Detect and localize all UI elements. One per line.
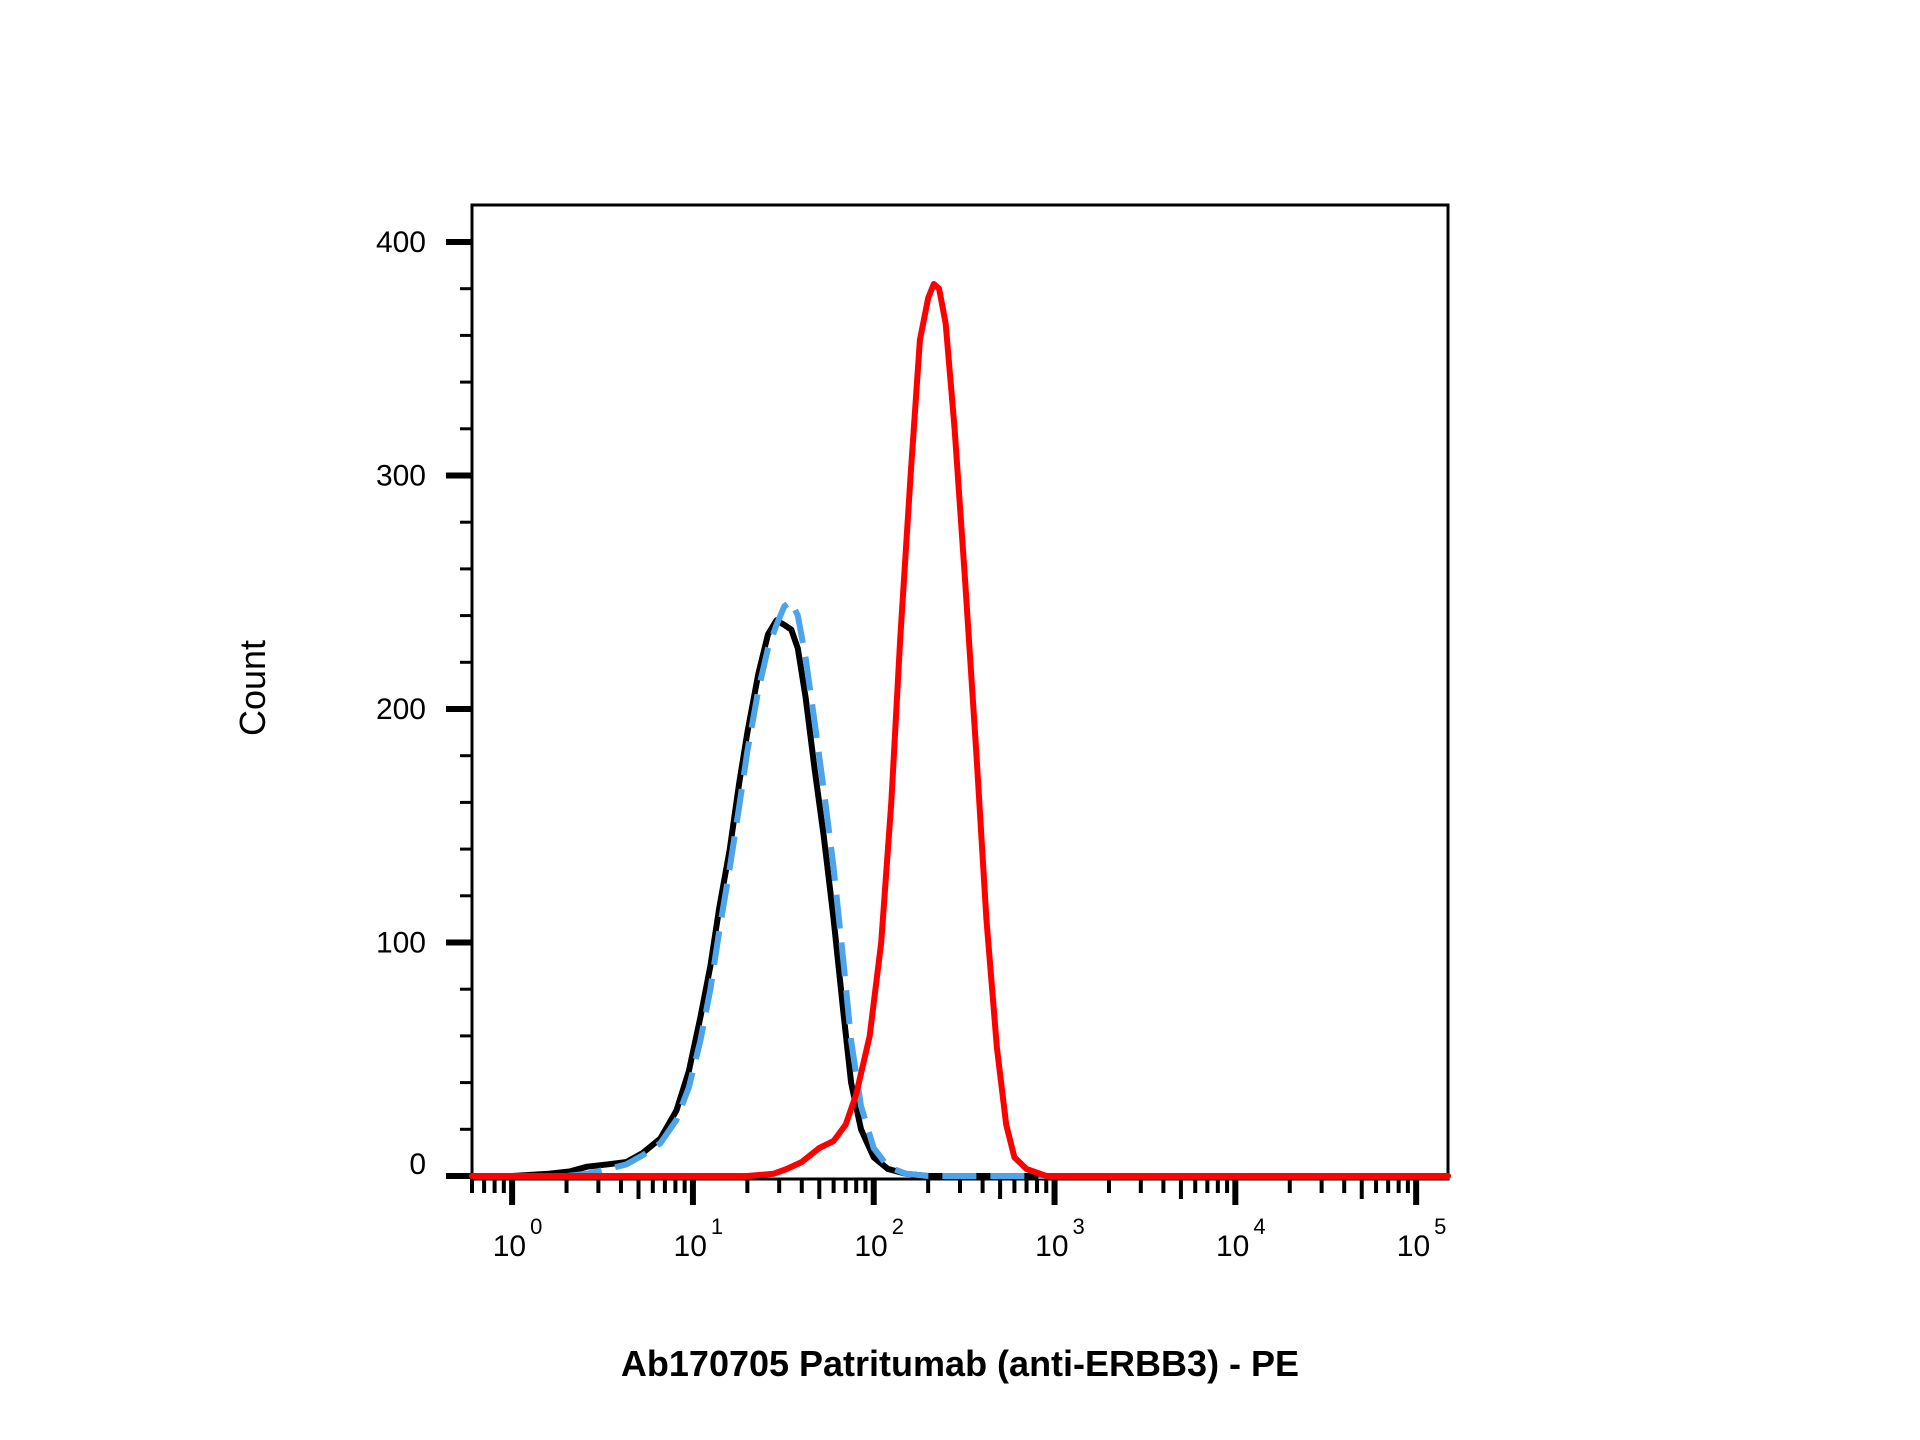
x-tick-label-exponent: 2 [892, 1214, 904, 1239]
x-tick-label-exponent: 5 [1434, 1214, 1446, 1239]
y-tick-label: 300 [376, 460, 426, 493]
x-tick-label-base: 10 [1397, 1230, 1430, 1263]
histogram-series-1 [469, 617, 1451, 1179]
series-layer [469, 281, 1451, 1179]
x-axis-ticks [470, 1179, 1420, 1205]
y-tick-label: 100 [376, 927, 426, 960]
plot-frame [470, 203, 1450, 1181]
y-tick-label: 0 [409, 1148, 426, 1181]
y-tick-label: 200 [376, 693, 426, 726]
y-axis-ticks [446, 239, 472, 1179]
histogram-series-3 [469, 281, 1451, 1179]
x-tick-label-base: 10 [1216, 1230, 1249, 1263]
x-tick-label-exponent: 1 [711, 1214, 723, 1239]
y-axis-labels: 0 100 200 300 400 [376, 226, 426, 1181]
x-axis-title: Ab170705 Patritumab (anti-ERBB3) - PE [621, 1343, 1299, 1384]
y-axis-title: Count [232, 640, 273, 736]
x-tick-label-exponent: 4 [1253, 1214, 1265, 1239]
x-tick-label-base: 10 [1035, 1230, 1068, 1263]
x-tick-label-exponent: 0 [530, 1214, 542, 1239]
x-tick-label-base: 10 [854, 1230, 887, 1263]
histogram-series-2 [472, 598, 1448, 1179]
x-tick-label-base: 10 [493, 1230, 526, 1263]
x-tick-label-base: 10 [674, 1230, 707, 1263]
y-tick-label: 400 [376, 226, 426, 259]
x-tick-label-exponent: 3 [1073, 1214, 1085, 1239]
